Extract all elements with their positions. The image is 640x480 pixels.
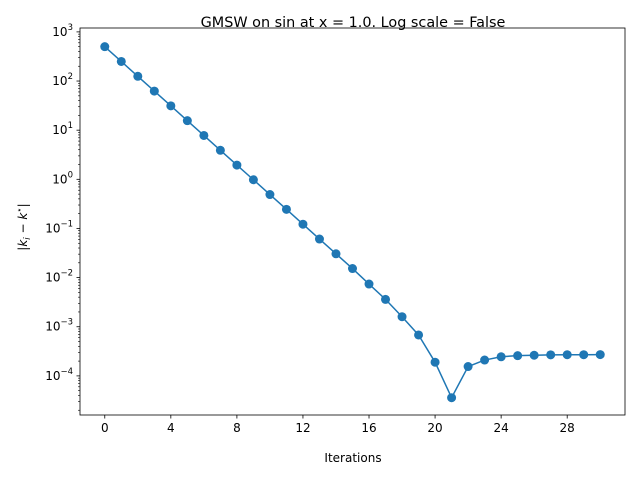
data-point <box>463 362 473 372</box>
data-point <box>265 190 275 200</box>
data-point <box>513 351 523 361</box>
data-point <box>149 86 159 96</box>
data-point <box>199 130 209 140</box>
y-tick-label-exponent: −1 <box>60 219 73 229</box>
data-point <box>116 56 126 66</box>
data-point <box>430 357 440 367</box>
plot-frame <box>79 27 626 416</box>
y-tick-label-base: 10 <box>45 221 60 235</box>
x-tick-label: 12 <box>295 421 310 435</box>
y-tick-label-base: 10 <box>52 74 67 88</box>
data-point <box>215 145 225 155</box>
y-tick-label: 10−4 <box>45 367 73 383</box>
data-point <box>529 350 539 360</box>
y-axis-label: |ki − k⋆| <box>15 203 33 250</box>
y-axis-label-bar-close: | <box>16 203 30 207</box>
y-axis-label-bar-open: | <box>16 247 30 251</box>
series-group <box>100 42 605 403</box>
data-point <box>414 330 424 340</box>
y-tick-label-base: 10 <box>52 172 67 186</box>
data-point <box>397 312 407 322</box>
y-tick-label: 102 <box>52 72 73 88</box>
y-tick-label-exponent: 0 <box>68 170 73 180</box>
x-tick-label: 8 <box>233 421 241 435</box>
data-point <box>595 350 605 360</box>
y-axis-label-minus: − <box>16 220 30 238</box>
data-point <box>281 204 291 214</box>
data-point <box>480 355 490 365</box>
y-tick-label-exponent: 3 <box>68 23 73 33</box>
y-tick-label: 10−3 <box>45 318 73 334</box>
data-point <box>166 101 176 111</box>
data-point <box>331 249 341 259</box>
data-point <box>447 393 457 403</box>
data-point <box>298 219 308 229</box>
y-tick-label-base: 10 <box>45 271 60 285</box>
y-tick-label-base: 10 <box>45 320 60 334</box>
data-point <box>496 352 506 362</box>
y-tick-label-exponent: −3 <box>60 318 73 328</box>
y-axis-label-subscript: i <box>23 237 33 240</box>
data-point <box>546 350 556 360</box>
data-point <box>232 160 242 170</box>
y-tick-label-exponent: −2 <box>60 269 73 279</box>
x-tick-label: 24 <box>493 421 508 435</box>
x-tick-label: 4 <box>167 421 175 435</box>
y-tick-label-exponent: −4 <box>60 367 73 377</box>
x-axis-label: Iterations <box>324 451 381 465</box>
y-tick-label: 100 <box>52 170 73 186</box>
data-point <box>182 116 192 126</box>
x-tick-label: 0 <box>101 421 109 435</box>
y-tick-label-base: 10 <box>45 369 60 383</box>
data-point <box>364 279 374 289</box>
y-axis-label-superscript: ⋆ <box>15 207 25 212</box>
y-axis-label-k: k <box>16 239 30 247</box>
data-point <box>248 175 258 185</box>
y-tick-label: 103 <box>52 23 73 39</box>
y-tick-label: 101 <box>52 121 73 137</box>
y-axis-label-k-star: k <box>16 212 30 220</box>
x-tick-label: 16 <box>361 421 376 435</box>
data-point <box>133 71 143 81</box>
data-point <box>348 264 357 274</box>
x-tick-label: 20 <box>427 421 442 435</box>
y-tick-label-exponent: 2 <box>68 72 73 82</box>
y-tick-label: 10−2 <box>45 269 73 285</box>
y-tick-label: 10−1 <box>45 219 73 235</box>
data-point <box>381 294 391 304</box>
y-tick-label-exponent: 1 <box>68 121 73 131</box>
x-axis: 0 4 8 12 16 20 24 28 <box>101 415 575 435</box>
data-point <box>579 350 589 360</box>
data-point <box>314 234 324 244</box>
data-point <box>562 350 572 360</box>
chart-title: GMSW on sin at x = 1.0. Log scale = Fals… <box>201 15 506 31</box>
y-tick-label-base: 10 <box>52 123 67 137</box>
data-point <box>100 42 110 52</box>
x-tick-label: 28 <box>560 421 575 435</box>
y-tick-label-base: 10 <box>52 25 67 39</box>
